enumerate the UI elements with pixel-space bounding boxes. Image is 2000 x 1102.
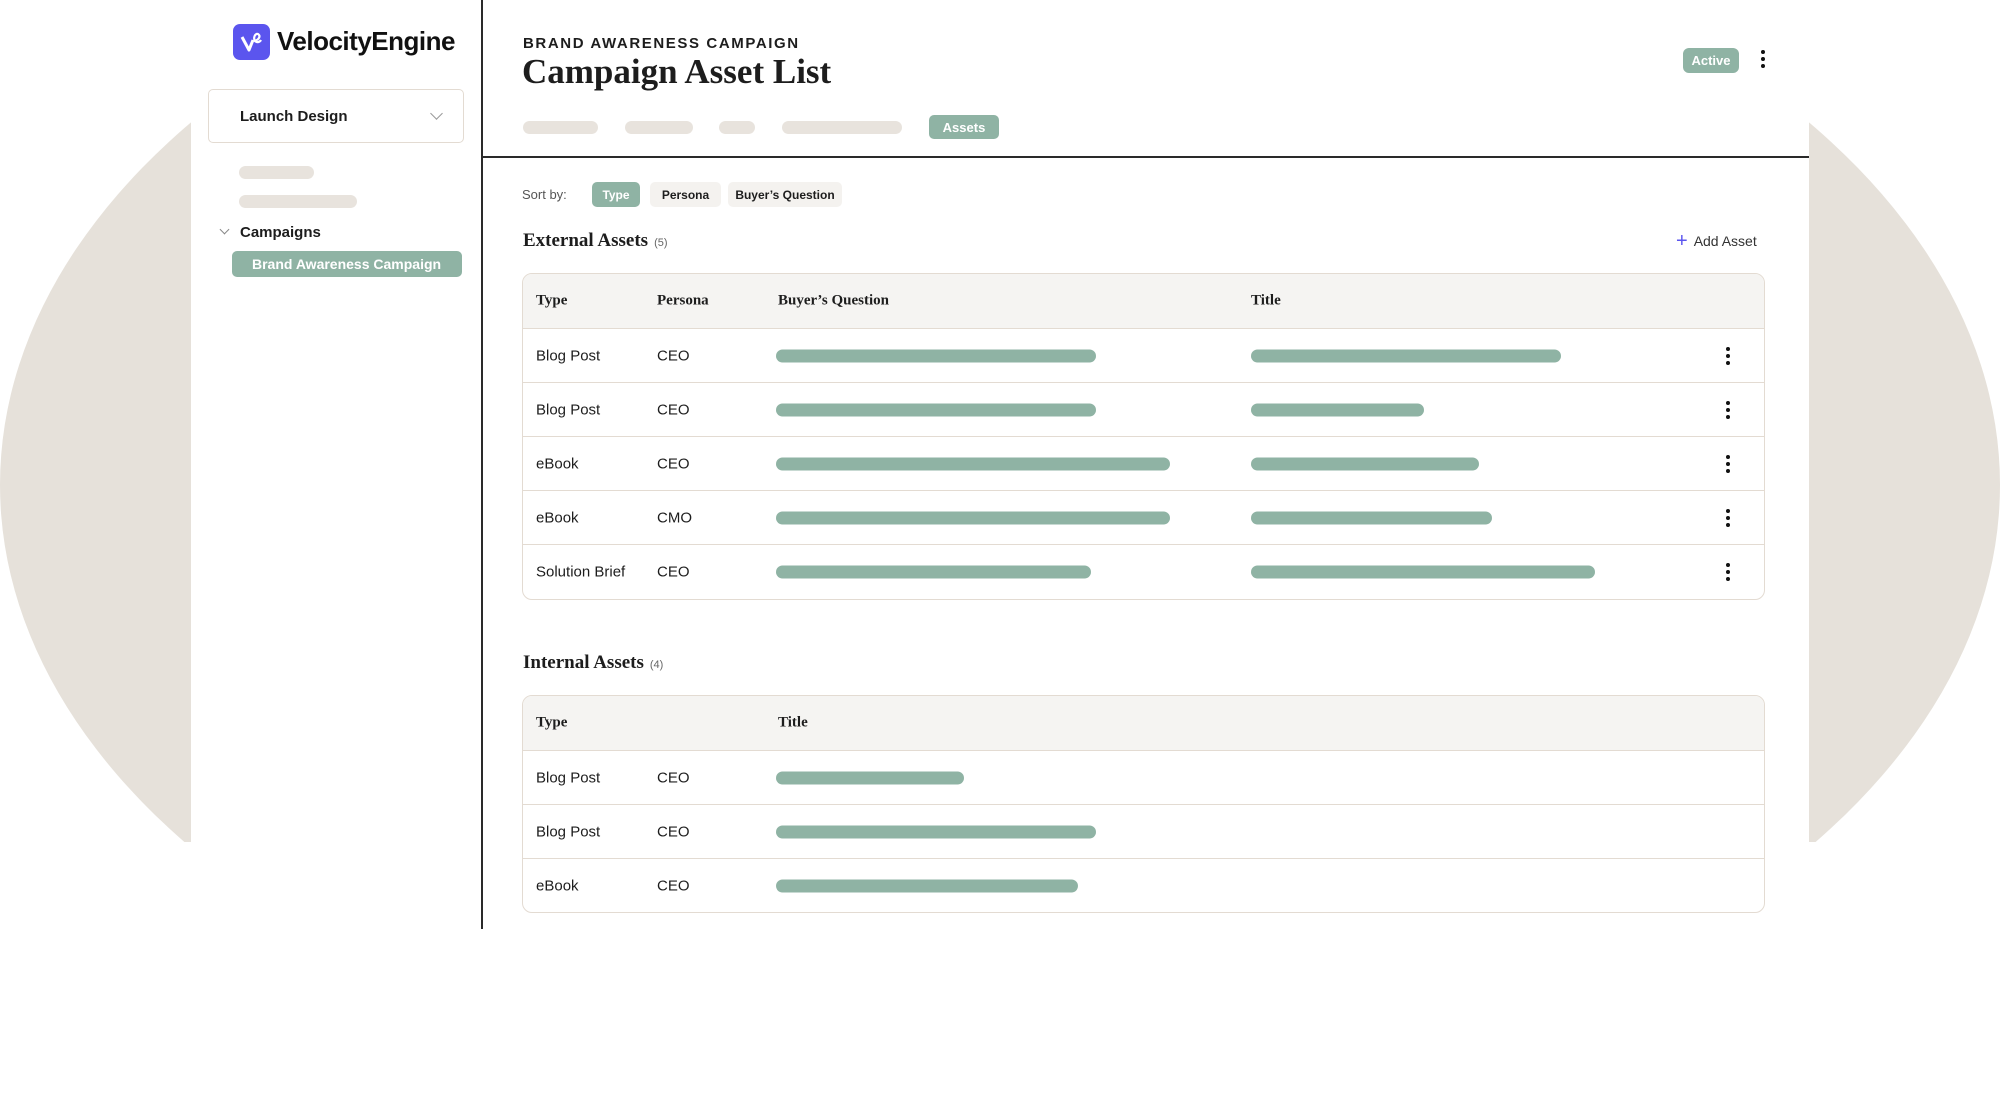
row-more-icon[interactable] [1723, 563, 1733, 581]
tab-placeholder[interactable] [625, 121, 693, 134]
title-placeholder [1251, 349, 1561, 362]
table-header: Type Persona Buyer’s Question Title [523, 274, 1764, 329]
buyers-question-placeholder [776, 403, 1096, 416]
plus-icon: + [1676, 230, 1688, 252]
cell-type: Blog Post [536, 823, 601, 840]
table-row[interactable]: eBook CMO [523, 491, 1764, 545]
status-badge: Active [1683, 48, 1739, 73]
cell-type: Blog Post [536, 401, 601, 418]
page-title: Campaign Asset List [522, 52, 832, 91]
title-placeholder [776, 879, 1078, 893]
sort-label: Sort by: [522, 187, 567, 202]
cell-type: Blog Post [536, 769, 601, 786]
tab-assets[interactable]: Assets [929, 115, 999, 139]
row-more-icon[interactable] [1723, 454, 1733, 473]
sidebar-item-placeholder[interactable] [239, 195, 357, 208]
internal-assets-table: Type Title Blog Post CEO Blog Post CEO eBo… [522, 695, 1765, 913]
column-header-type[interactable]: Type [536, 714, 568, 731]
tab-placeholder[interactable] [782, 121, 902, 134]
cell-type: Solution Brief [536, 563, 626, 581]
breadcrumb: BRAND AWARENESS CAMPAIGN [523, 35, 800, 52]
velocity-engine-logo-icon [233, 24, 270, 60]
title-placeholder [1251, 457, 1479, 470]
header-divider [482, 156, 1809, 158]
more-options-icon[interactable] [1758, 50, 1768, 68]
brand-name: VelocityEngine [277, 26, 455, 56]
cell-type: eBook [536, 509, 579, 526]
table-row[interactable]: eBook CEO [523, 437, 1764, 491]
table-row[interactable]: Solution Brief CEO [523, 545, 1764, 599]
title-placeholder [776, 825, 1096, 838]
sort-type-button[interactable]: Type [592, 182, 640, 207]
title-placeholder [1251, 565, 1595, 579]
column-header-title[interactable]: Title [1251, 292, 1281, 309]
column-header-type[interactable]: Type [536, 292, 568, 309]
project-select[interactable]: Launch Design [208, 89, 464, 143]
title-placeholder [1251, 403, 1424, 416]
table-row[interactable]: Blog Post CEO [523, 383, 1764, 437]
title-placeholder [776, 771, 964, 784]
sort-buyers-question-button[interactable]: Buyer’s Question [728, 182, 842, 207]
sidebar-item-brand-awareness-campaign[interactable]: Brand Awareness Campaign [232, 251, 462, 277]
cell-persona: CEO [657, 401, 690, 418]
cell-persona: CEO [657, 347, 690, 364]
row-more-icon[interactable] [1723, 400, 1733, 419]
chevron-down-icon [430, 107, 443, 120]
external-assets-heading: External Assets (5) [523, 230, 668, 251]
cell-type: eBook [536, 455, 579, 472]
sort-persona-button[interactable]: Persona [650, 182, 721, 207]
add-asset-button[interactable]: + Add Asset [1676, 230, 1757, 252]
project-select-value: Launch Design [240, 107, 348, 125]
tab-placeholder[interactable] [523, 121, 598, 134]
table-row[interactable]: Blog Post CEO [523, 805, 1764, 859]
cell-persona: CEO [657, 823, 690, 840]
buyers-question-placeholder [776, 565, 1091, 579]
column-header-title[interactable]: Title [778, 714, 808, 731]
table-row[interactable]: eBook CEO [523, 859, 1764, 912]
cell-persona: CEO [657, 877, 690, 895]
table-row[interactable]: Blog Post CEO [523, 329, 1764, 383]
table-row[interactable]: Blog Post CEO [523, 751, 1764, 805]
title-placeholder [1251, 511, 1492, 524]
sidebar-item-placeholder[interactable] [239, 166, 314, 179]
internal-assets-heading: Internal Assets (4) [523, 652, 664, 673]
external-assets-table: Type Persona Buyer’s Question Title Blog… [522, 273, 1765, 600]
cell-type: eBook [536, 877, 579, 895]
row-more-icon[interactable] [1723, 346, 1733, 365]
external-assets-count: (5) [654, 237, 668, 249]
internal-assets-count: (4) [649, 659, 664, 671]
cell-type: Blog Post [536, 347, 601, 364]
column-header-persona[interactable]: Persona [657, 292, 709, 309]
cell-persona: CEO [657, 563, 690, 581]
cell-persona: CEO [657, 769, 690, 786]
sidebar-group-campaigns[interactable]: Campaigns [240, 224, 321, 241]
buyers-question-placeholder [776, 349, 1096, 362]
sidebar-divider [481, 0, 483, 929]
buyers-question-placeholder [776, 457, 1170, 470]
cell-persona: CEO [657, 455, 690, 472]
cell-persona: CMO [657, 509, 692, 526]
table-header: Type Title [523, 696, 1764, 751]
column-header-buyers-question[interactable]: Buyer’s Question [778, 292, 889, 309]
tab-placeholder[interactable] [719, 121, 755, 134]
buyers-question-placeholder [776, 511, 1170, 524]
row-more-icon[interactable] [1723, 508, 1733, 527]
